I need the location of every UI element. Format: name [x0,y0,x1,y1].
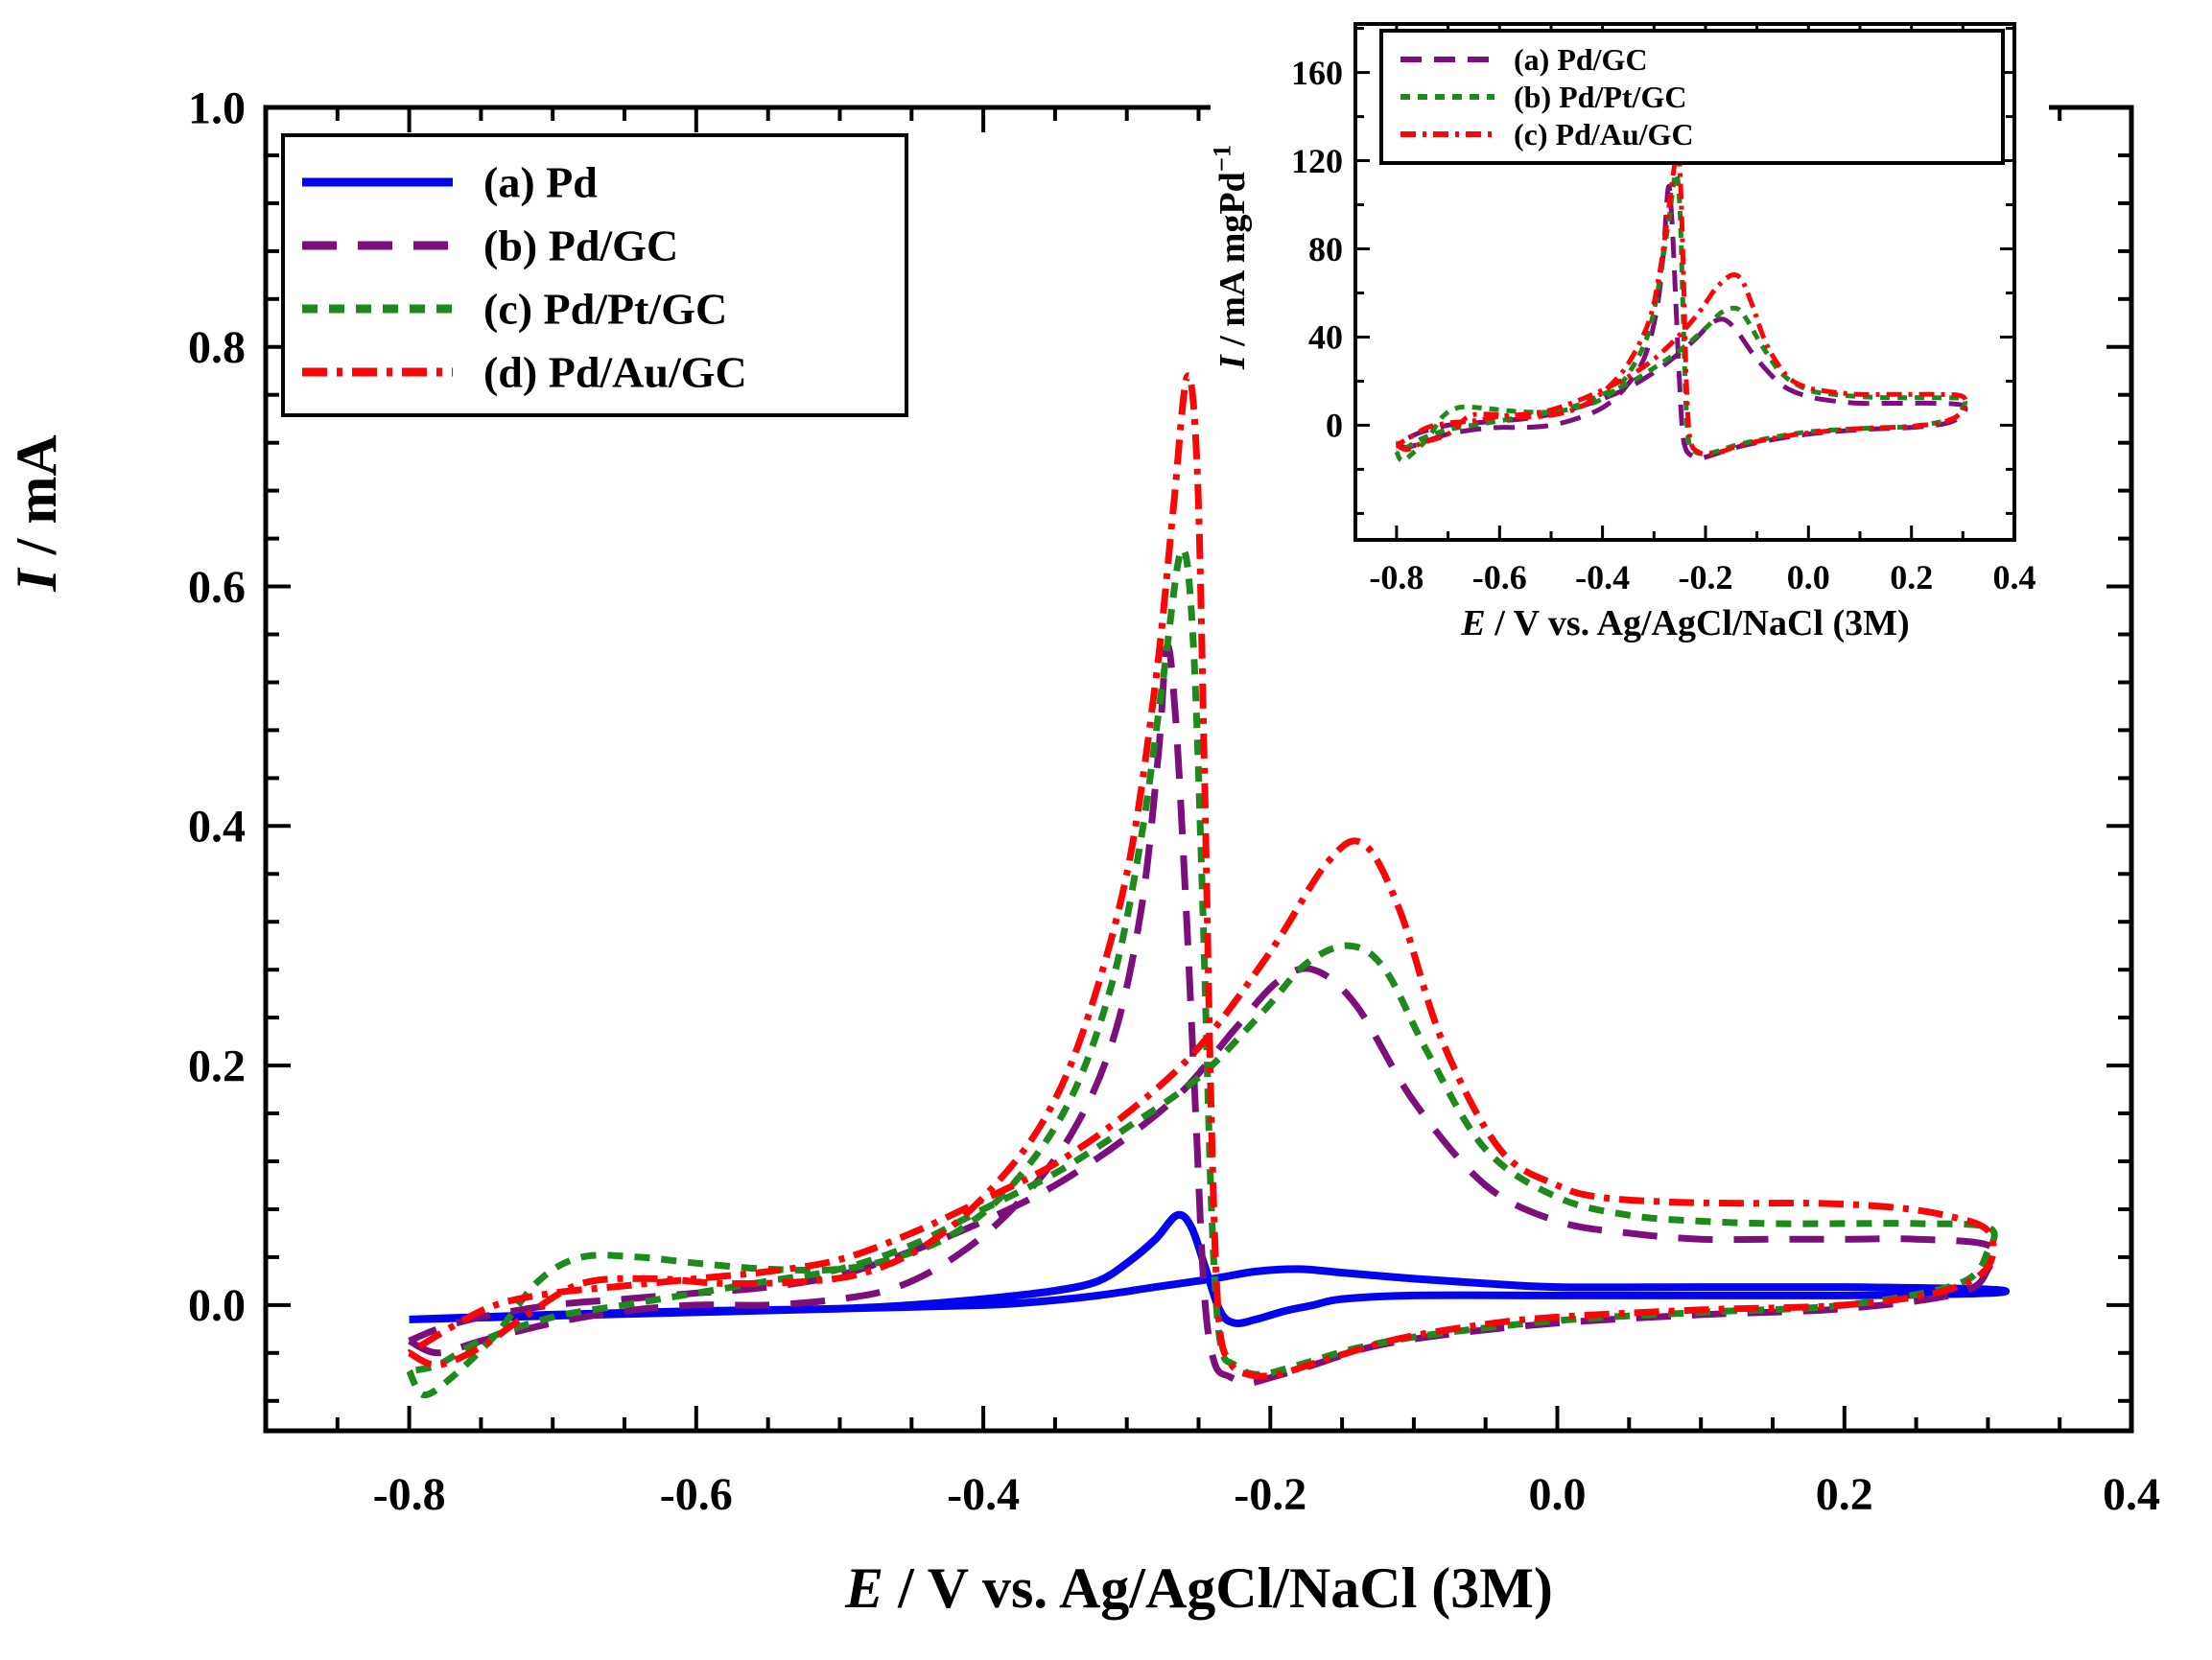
main-legend-label: (b) Pd/GC [483,222,678,270]
inset-y-tick-label: 0 [1326,407,1343,445]
inset-legend: (a) Pd/GC(b) Pd/Pt/GC(c) Pd/Au/GC [1379,29,2005,165]
inset-x-tick-label: -0.2 [1679,558,1733,596]
main-y-axis-title: I / mA [5,434,68,592]
main-x-tick-label: -0.2 [1234,1469,1306,1520]
main-legend: (a) Pd (b) Pd/GC (c) Pd/Pt/GC (d) Pd/Au/GC [281,133,908,417]
inset-legend-box [1379,29,2005,165]
inset-x-tick-label: 0.2 [1890,558,1933,596]
main-y-tick-label: 1.0 [188,82,246,133]
main-curve--b-pd-gc [408,642,1998,1387]
main-legend-label: (d) Pd/Au/GC [483,348,747,397]
inset-curve--b-pd-pt-gc [1394,171,1968,463]
inset-y-tick-label: 120 [1291,142,1343,180]
main-y-tick-label: 0.8 [188,322,246,373]
main-x-tick-label: 0.2 [1816,1469,1873,1520]
main-x-tick-label: -0.8 [373,1469,446,1520]
inset-curve--c-pd-au-gc [1395,145,1968,456]
inset-y-tick-label: 160 [1291,54,1343,92]
main-x-tick-label: -0.6 [660,1469,733,1520]
inset-x-tick-label: 0.0 [1787,558,1830,596]
main-x-axis-title: E / V vs. Ag/AgCl/NaCl (3M) [844,1556,1553,1620]
main-y-tick-labels: 0.0 0.2 0.4 0.6 0.8 1.0 [188,82,246,1331]
main-x-tick-labels: -0.8 -0.6 -0.4 -0.2 0.0 0.2 0.4 [373,1469,2160,1520]
main-y-tick-label: 0.2 [188,1040,246,1091]
main-y-tick-label: 0.6 [188,562,246,613]
main-x-tick-label: -0.4 [947,1469,1020,1520]
inset-y-tick-label: 80 [1308,230,1343,269]
inset-y-axis-title: I / mA mgPd−1 [1207,145,1253,370]
inset-plot: -0.8 -0.6 -0.4 -0.2 0.0 0.2 0.4 0 40 80 120 160 E / … [1207,0,2049,644]
main-y-tick-label: 0.0 [188,1280,246,1331]
main-x-tick-label: 0.0 [1529,1469,1587,1520]
inset-y-tick-labels: 0 40 80 120 160 [1291,54,1343,445]
main-series [406,372,2011,1399]
main-curve--d-pd-au-gc [407,372,1997,1380]
inset-x-tick-label: -0.6 [1472,558,1527,596]
main-legend-label: (a) Pd [483,158,598,207]
main-y-tick-label: 0.4 [188,802,246,853]
inset-x-tick-labels: -0.8 -0.6 -0.4 -0.2 0.0 0.2 0.4 [1369,558,2036,596]
main-plot: -0.8 -0.6 -0.4 -0.2 0.0 0.2 0.4 0.0 0.2 0.4 0.6 0.8… [5,82,2160,1620]
inset-series [1394,145,1968,463]
inset-x-tick-label: -0.4 [1575,558,1630,596]
main-curve--c-pd-pt-gc [406,546,1998,1399]
inset-legend-label: (c) Pd/Au/GC [1514,117,1694,152]
main-x-tick-label: 0.4 [2103,1469,2160,1520]
inset-legend-label: (b) Pd/Pt/GC [1514,80,1686,114]
inset-legend-label: (a) Pd/GC [1514,42,1648,77]
inset-y-tick-label: 40 [1308,318,1343,357]
main-frame [263,105,2134,1434]
main-legend-label: (c) Pd/Pt/GC [483,285,727,334]
main-curve--a-pd [409,1210,2011,1327]
inset-frame [1353,22,2016,542]
inset-x-axis-title: E / V vs. Ag/AgCl/NaCl (3M) [1460,603,1909,643]
inset-x-tick-label: -0.8 [1369,558,1424,596]
inset-x-tick-label: 0.4 [1993,558,2036,596]
